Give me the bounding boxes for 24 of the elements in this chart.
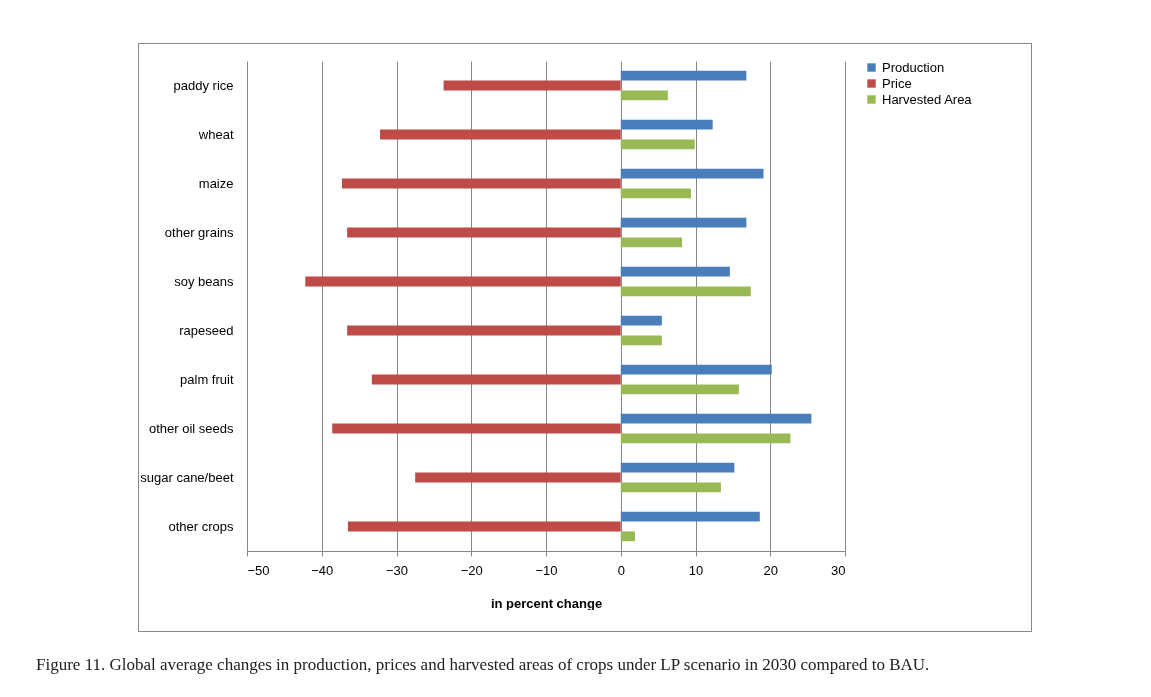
- x-tick-label: 10: [688, 562, 704, 578]
- x-tick-label: −20: [460, 562, 483, 578]
- y-tick-label: other crops: [168, 518, 234, 534]
- y-tick-label: other oil seeds: [148, 420, 234, 436]
- x-tick-label: 0: [617, 562, 625, 578]
- y-tick-label: paddy rice: [173, 77, 234, 93]
- x-tick-label: −10: [535, 562, 558, 578]
- y-tick-label: sugar cane/beet: [140, 469, 234, 485]
- y-tick-label: wheat: [197, 126, 234, 142]
- x-tick-label: 30: [831, 562, 846, 578]
- x-tick-label: −50: [247, 562, 270, 578]
- y-tick-label: other grains: [164, 224, 234, 240]
- legend-label: Price: [882, 75, 912, 91]
- y-tick-label: soy beans: [174, 273, 234, 289]
- legend-label: Harvested Area: [882, 91, 973, 107]
- x-axis-title: in percent change: [490, 595, 603, 611]
- legend-label: Production: [882, 59, 945, 75]
- x-tick-label: −30: [385, 562, 409, 578]
- y-tick-label: rapeseed: [179, 322, 234, 338]
- y-tick-label: palm fruit: [180, 371, 234, 387]
- caption: Figure 11. Global average changes in production, prices and harvested areas of crops under LP scenario in 2030 compared to BAU.: [36, 655, 930, 675]
- y-tick-label: maize: [198, 175, 234, 191]
- x-tick-label: −40: [311, 562, 334, 578]
- x-tick-label: 20: [763, 562, 778, 578]
